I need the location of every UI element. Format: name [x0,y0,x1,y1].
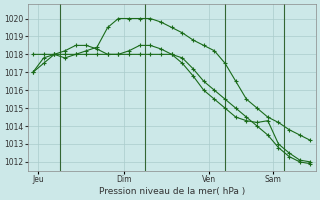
X-axis label: Pression niveau de la mer( hPa ): Pression niveau de la mer( hPa ) [99,187,245,196]
